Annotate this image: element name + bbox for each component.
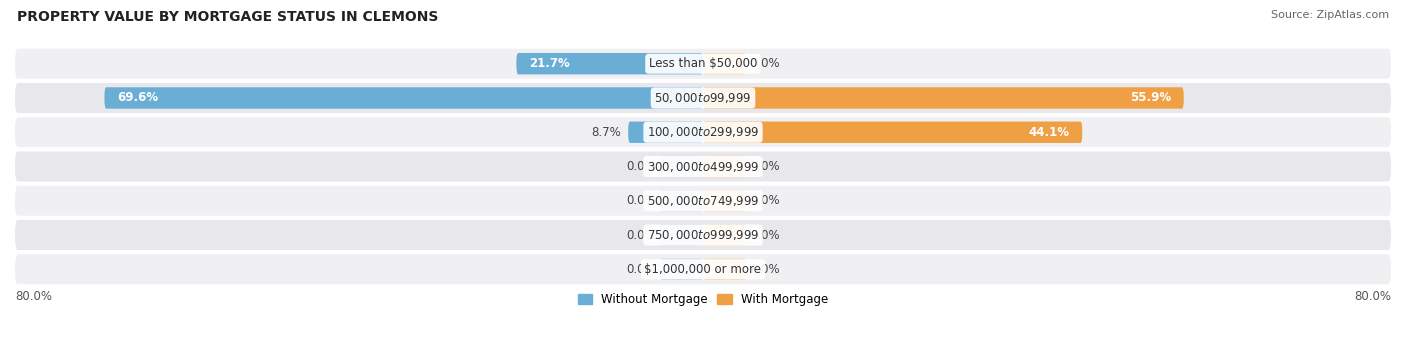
FancyBboxPatch shape xyxy=(15,49,1391,79)
Text: $50,000 to $99,999: $50,000 to $99,999 xyxy=(654,91,752,105)
Text: 55.9%: 55.9% xyxy=(1129,91,1171,104)
Text: 0.0%: 0.0% xyxy=(626,194,655,207)
FancyBboxPatch shape xyxy=(703,258,747,280)
Text: 8.7%: 8.7% xyxy=(592,126,621,139)
Text: $500,000 to $749,999: $500,000 to $749,999 xyxy=(647,194,759,208)
FancyBboxPatch shape xyxy=(15,186,1391,216)
Text: 80.0%: 80.0% xyxy=(1354,290,1391,303)
Text: $750,000 to $999,999: $750,000 to $999,999 xyxy=(647,228,759,242)
Text: Source: ZipAtlas.com: Source: ZipAtlas.com xyxy=(1271,10,1389,20)
Legend: Without Mortgage, With Mortgage: Without Mortgage, With Mortgage xyxy=(574,288,832,311)
Text: 21.7%: 21.7% xyxy=(529,57,569,70)
FancyBboxPatch shape xyxy=(703,190,747,211)
Text: 0.0%: 0.0% xyxy=(751,160,780,173)
FancyBboxPatch shape xyxy=(659,156,703,177)
FancyBboxPatch shape xyxy=(15,254,1391,284)
Text: $300,000 to $499,999: $300,000 to $499,999 xyxy=(647,160,759,174)
FancyBboxPatch shape xyxy=(516,53,703,74)
Text: 80.0%: 80.0% xyxy=(15,290,52,303)
Text: $100,000 to $299,999: $100,000 to $299,999 xyxy=(647,125,759,139)
Text: $1,000,000 or more: $1,000,000 or more xyxy=(644,263,762,276)
Text: 0.0%: 0.0% xyxy=(626,160,655,173)
FancyBboxPatch shape xyxy=(659,258,703,280)
Text: 0.0%: 0.0% xyxy=(751,263,780,276)
Text: 0.0%: 0.0% xyxy=(626,263,655,276)
Text: PROPERTY VALUE BY MORTGAGE STATUS IN CLEMONS: PROPERTY VALUE BY MORTGAGE STATUS IN CLE… xyxy=(17,10,439,24)
FancyBboxPatch shape xyxy=(703,156,747,177)
Text: 0.0%: 0.0% xyxy=(626,228,655,241)
FancyBboxPatch shape xyxy=(104,87,703,109)
FancyBboxPatch shape xyxy=(659,190,703,211)
FancyBboxPatch shape xyxy=(703,53,747,74)
FancyBboxPatch shape xyxy=(15,117,1391,147)
FancyBboxPatch shape xyxy=(659,224,703,246)
FancyBboxPatch shape xyxy=(15,220,1391,250)
Text: 44.1%: 44.1% xyxy=(1028,126,1070,139)
FancyBboxPatch shape xyxy=(703,121,1083,143)
FancyBboxPatch shape xyxy=(15,83,1391,113)
Text: 0.0%: 0.0% xyxy=(751,194,780,207)
Text: Less than $50,000: Less than $50,000 xyxy=(648,57,758,70)
Text: 0.0%: 0.0% xyxy=(751,57,780,70)
FancyBboxPatch shape xyxy=(628,121,703,143)
FancyBboxPatch shape xyxy=(703,224,747,246)
FancyBboxPatch shape xyxy=(703,87,1184,109)
Text: 69.6%: 69.6% xyxy=(117,91,159,104)
Text: 0.0%: 0.0% xyxy=(751,228,780,241)
FancyBboxPatch shape xyxy=(15,151,1391,181)
